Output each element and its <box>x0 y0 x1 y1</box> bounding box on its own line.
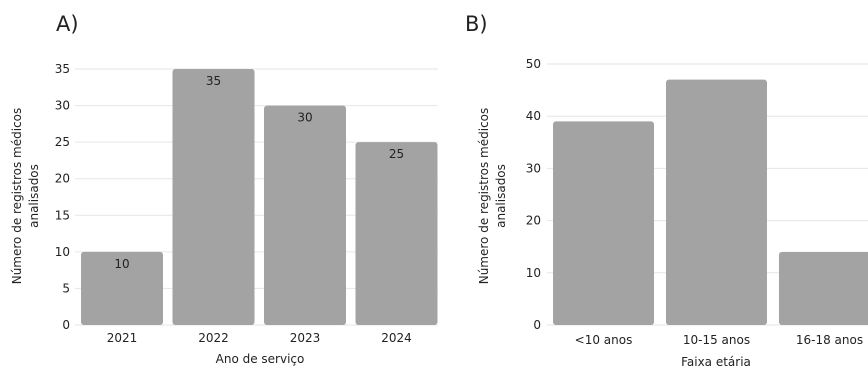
a-bar <box>172 69 255 325</box>
panel-a-x-axis-title: Ano de serviço <box>216 352 305 366</box>
panel-a-letter: A) <box>56 12 79 36</box>
a-x-tick-label: 2024 <box>381 331 412 345</box>
b-y-tick-label: 0 <box>533 318 541 332</box>
a-y-tick-label: 10 <box>55 245 70 259</box>
b-x-tick-label: 16-18 anos <box>796 333 863 347</box>
panel-a-bars <box>81 69 438 325</box>
panel-b-x-axis-title: Faixa etária <box>681 355 751 369</box>
a-y-tick-label: 0 <box>62 318 70 332</box>
b-y-tick-label: 10 <box>526 266 541 280</box>
panel-b-x-ticks: <10 anos 10-15 anos 16-18 anos <box>575 333 863 347</box>
b-x-tick-label: 10-15 anos <box>683 333 750 347</box>
panel-b-y-axis-title-line1: Número de registros médicos <box>477 108 491 285</box>
panel-b: B) 0 10 20 30 40 50 <10 anos 10-15 anos 16-18 a… <box>465 12 868 369</box>
a-y-tick-label: 35 <box>55 62 70 76</box>
panel-a-y-ticks: 0 5 10 15 20 25 30 35 <box>55 62 70 332</box>
a-y-tick-label: 5 <box>62 281 70 295</box>
panel-a-y-axis-title-line2: analisados <box>27 164 41 228</box>
a-data-label: 10 <box>114 257 129 271</box>
panel-a-data-labels: 10 35 30 25 <box>114 74 404 271</box>
b-y-tick-label: 50 <box>526 57 541 71</box>
b-bar <box>553 121 654 325</box>
b-bar <box>666 79 767 325</box>
a-data-label: 35 <box>206 74 221 88</box>
a-y-tick-label: 20 <box>55 172 70 186</box>
b-y-tick-label: 40 <box>526 109 541 123</box>
a-x-tick-label: 2022 <box>198 331 229 345</box>
b-bar <box>779 251 868 325</box>
a-x-tick-label: 2021 <box>107 331 138 345</box>
b-y-tick-label: 20 <box>526 214 541 228</box>
b-x-tick-label: <10 anos <box>575 333 633 347</box>
a-x-tick-label: 2023 <box>290 331 321 345</box>
a-data-label: 25 <box>389 147 404 161</box>
panel-b-y-ticks: 0 10 20 30 40 50 <box>526 57 541 332</box>
panel-b-y-axis-title-line2: analisados <box>494 164 508 228</box>
b-y-tick-label: 30 <box>526 161 541 175</box>
panel-b-letter: B) <box>465 12 488 36</box>
a-bar <box>81 251 163 325</box>
panel-a-x-ticks: 2021 2022 2023 2024 <box>107 331 412 345</box>
a-y-tick-label: 30 <box>55 99 70 113</box>
panel-b-bars <box>553 79 868 325</box>
a-y-tick-label: 15 <box>55 208 70 222</box>
a-bar <box>355 142 438 325</box>
a-data-label: 30 <box>297 111 312 125</box>
a-bar <box>264 105 346 325</box>
panel-a-y-axis-title-line1: Número de registros médicos <box>10 108 24 285</box>
a-y-tick-label: 25 <box>55 135 70 149</box>
